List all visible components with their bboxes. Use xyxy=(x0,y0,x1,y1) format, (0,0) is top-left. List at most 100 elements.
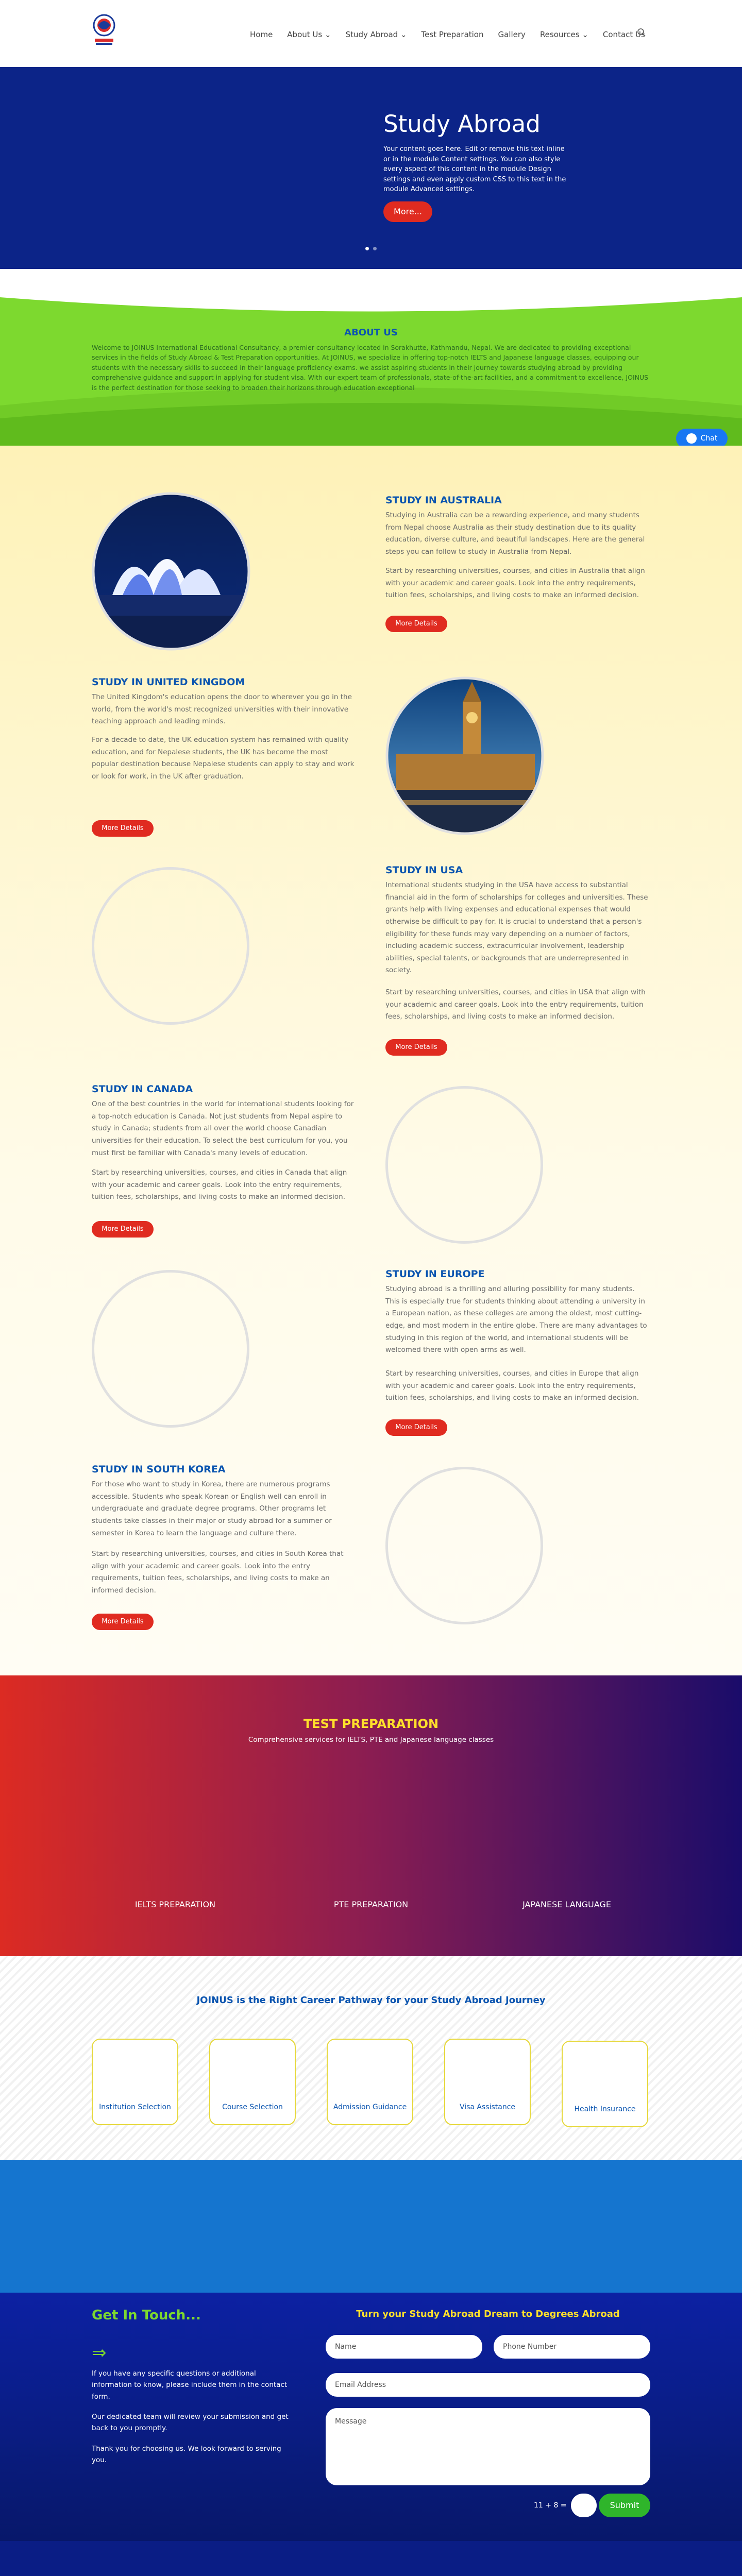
contact-text-1: If you have any specific questions or ad… xyxy=(92,2369,288,2401)
chat-label: Chat xyxy=(700,434,718,443)
nav-label: Test Preparation xyxy=(421,30,484,39)
service-card-label: Institution Selection xyxy=(99,2103,171,2111)
services-title: JOINUS is the Right Career Pathway for y… xyxy=(196,1995,546,2006)
uk-image xyxy=(385,676,544,835)
about-title: ABOUT US xyxy=(344,327,398,338)
form-title: Turn your Study Abroad Dream to Degrees … xyxy=(356,2309,620,2319)
uk-text-1: The United Kingdom's education opens the… xyxy=(92,693,352,726)
main-nav: Home About Us ⌄ Study Abroad ⌄ Test Prep… xyxy=(250,28,645,41)
submit-button[interactable]: Submit xyxy=(599,2494,650,2517)
contact-section: Get In Touch... ⇒ If you have any specif… xyxy=(0,2293,742,2541)
captcha-question: 11 + 8 = xyxy=(534,2501,567,2510)
south-korea-text-2: Start by researching universities, cours… xyxy=(92,1550,344,1595)
chevron-down-icon: ⌄ xyxy=(582,30,588,39)
slider-dot[interactable] xyxy=(365,247,369,250)
south-korea-more-button[interactable]: More Details xyxy=(92,1614,154,1630)
australia-text-2: Start by researching universities, cours… xyxy=(385,567,645,600)
about-text: Welcome to JOINUS International Educatio… xyxy=(92,344,649,392)
phone-input[interactable]: Phone Number xyxy=(494,2335,650,2359)
contact-text-2: Our dedicated team will review your subm… xyxy=(92,2413,289,2433)
nav-about-us[interactable]: About Us ⌄ xyxy=(287,28,331,41)
pte-preparation-link[interactable]: PTE PREPARATION xyxy=(333,1900,409,1909)
south-korea-text-1: For those who want to study in Korea, th… xyxy=(92,1480,332,1537)
europe-title: STUDY IN EUROPE xyxy=(385,1268,485,1280)
search-icon[interactable] xyxy=(637,28,646,37)
australia-image xyxy=(92,492,250,651)
site-footer: JOINUS INT'L Educational Consultancy Sor… xyxy=(0,2541,742,2576)
uk-more-button[interactable]: More Details xyxy=(92,820,154,837)
canada-text-2: Start by researching universities, cours… xyxy=(92,1168,347,1201)
name-input[interactable]: Name xyxy=(326,2335,482,2359)
nav-resources[interactable]: Resources ⌄ xyxy=(540,28,588,41)
slider-dot[interactable] xyxy=(373,247,377,250)
arrow-right-icon: ⇒ xyxy=(92,2343,107,2363)
service-card-label: Admission Guidance xyxy=(333,2103,407,2111)
chat-bubble-icon xyxy=(686,433,697,444)
nav-contact-us[interactable]: Contact Us xyxy=(603,28,645,41)
nav-label: Home xyxy=(250,30,273,39)
service-card-admission-guidance[interactable]: Admission Guidance xyxy=(327,2039,413,2125)
service-card-course-selection[interactable]: Course Selection xyxy=(209,2039,296,2125)
ielts-preparation-link[interactable]: IELTS PREPARATION xyxy=(134,1900,216,1909)
message-textarea[interactable]: Message xyxy=(326,2408,650,2485)
canada-image xyxy=(385,1086,543,1244)
captcha-input[interactable] xyxy=(570,2494,597,2517)
nav-gallery[interactable]: Gallery xyxy=(498,28,526,41)
service-card-health-insurance[interactable]: Health Insurance xyxy=(562,2041,648,2127)
destinations-section: STUDY IN AUSTRALIA Studying in Australia… xyxy=(0,446,742,1675)
nav-label: Contact Us xyxy=(602,30,645,39)
nav-study-abroad[interactable]: Study Abroad ⌄ xyxy=(346,28,407,41)
canada-title: STUDY IN CANADA xyxy=(92,1083,193,1095)
nav-label: About Us xyxy=(287,30,323,39)
nav-test-preparation[interactable]: Test Preparation xyxy=(421,28,484,41)
test-subtitle: Comprehensive services for IELTS, PTE an… xyxy=(248,1736,494,1744)
service-card-label: Health Insurance xyxy=(574,2105,636,2113)
australia-more-button[interactable]: More Details xyxy=(385,616,447,632)
usa-text-1: International students studying in the U… xyxy=(385,881,648,975)
hero-slider: Study Abroad Your content goes here. Edi… xyxy=(0,67,742,269)
nav-label: Gallery xyxy=(498,30,526,39)
south-korea-title: STUDY IN SOUTH KOREA xyxy=(92,1464,226,1475)
test-preparation-section: TEST PREPARATION Comprehensive services … xyxy=(0,1675,742,1956)
services-section: JOINUS is the Right Career Pathway for y… xyxy=(0,1956,742,2160)
about-section: ABOUT US Welcome to JOINUS International… xyxy=(0,269,742,446)
chevron-down-icon: ⌄ xyxy=(325,30,331,39)
usa-title: STUDY IN USA xyxy=(385,865,463,876)
contact-title: Get In Touch... xyxy=(92,2308,201,2323)
usa-more-button[interactable]: More Details xyxy=(385,1039,447,1056)
uk-title: STUDY IN UNITED KINGDOM xyxy=(92,676,245,688)
service-card-label: Course Selection xyxy=(222,2103,283,2111)
service-card-label: Visa Assistance xyxy=(459,2103,516,2111)
usa-text-2: Start by researching universities, cours… xyxy=(385,988,646,1021)
contact-text-3: Thank you for choosing us. We look forwa… xyxy=(92,2445,281,2465)
japanese-language-link[interactable]: JAPANESE LANGUAGE xyxy=(522,1900,611,1909)
blue-banner xyxy=(0,2160,742,2293)
uk-text-2: For a decade to date, the UK education s… xyxy=(92,736,355,781)
test-title: TEST PREPARATION xyxy=(303,1717,439,1731)
service-card-visa-assistance[interactable]: Visa Assistance xyxy=(444,2039,531,2125)
chevron-down-icon: ⌄ xyxy=(400,30,407,39)
service-card-institution-selection[interactable]: Institution Selection xyxy=(92,2039,178,2125)
chat-button[interactable]: Chat xyxy=(676,429,728,448)
canada-text-1: One of the best countries in the world f… xyxy=(92,1100,354,1157)
site-header: Home About Us ⌄ Study Abroad ⌄ Test Prep… xyxy=(0,0,742,67)
nav-label: Resources xyxy=(539,30,580,39)
wave-divider xyxy=(0,269,742,446)
australia-title: STUDY IN AUSTRALIA xyxy=(385,495,502,506)
captcha: 11 + 8 = xyxy=(534,2494,597,2517)
hero-text: Your content goes here. Edit or remove t… xyxy=(383,145,566,193)
europe-text-1: Studying abroad is a thrilling and allur… xyxy=(385,1285,647,1354)
europe-more-button[interactable]: More Details xyxy=(385,1419,447,1436)
australia-text-1: Studying in Australia can be a rewarding… xyxy=(385,511,645,556)
hero-more-button[interactable]: More... xyxy=(383,201,432,222)
slider-dots xyxy=(365,247,377,250)
europe-text-2: Start by researching universities, cours… xyxy=(385,1369,639,1402)
nav-label: Study Abroad xyxy=(345,30,398,39)
usa-image xyxy=(92,867,249,1025)
nav-home[interactable]: Home xyxy=(250,28,273,41)
canada-more-button[interactable]: More Details xyxy=(92,1221,154,1238)
email-input[interactable]: Email Address xyxy=(326,2373,650,2397)
joinus-logo[interactable] xyxy=(92,13,116,49)
hero-title: Study Abroad xyxy=(383,110,541,138)
europe-image xyxy=(92,1270,249,1428)
